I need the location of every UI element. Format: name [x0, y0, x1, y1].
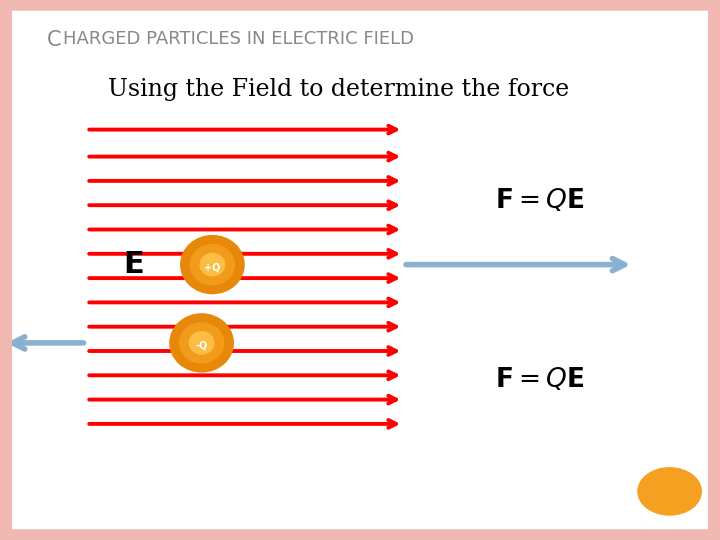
Circle shape	[637, 467, 702, 516]
Text: +Q: +Q	[204, 262, 220, 272]
Ellipse shape	[169, 313, 234, 373]
Text: $\mathbf{F}=\mathit{Q}\mathbf{E}$: $\mathbf{F}=\mathit{Q}\mathbf{E}$	[495, 364, 585, 391]
Ellipse shape	[179, 322, 225, 364]
Text: HARGED PARTICLES IN ELECTRIC FIELD: HARGED PARTICLES IN ELECTRIC FIELD	[63, 30, 413, 48]
Text: $\mathbf{F}=\mathit{Q}\mathbf{E}$: $\mathbf{F}=\mathit{Q}\mathbf{E}$	[495, 186, 585, 213]
Ellipse shape	[189, 244, 235, 285]
Ellipse shape	[180, 235, 245, 294]
Text: -Q: -Q	[195, 341, 208, 350]
Text: C: C	[47, 30, 61, 50]
Ellipse shape	[189, 331, 215, 355]
Text: Using the Field to determine the force: Using the Field to determine the force	[108, 78, 570, 102]
Ellipse shape	[199, 253, 225, 276]
Text: $\mathbf{E}$: $\mathbf{E}$	[123, 250, 143, 279]
